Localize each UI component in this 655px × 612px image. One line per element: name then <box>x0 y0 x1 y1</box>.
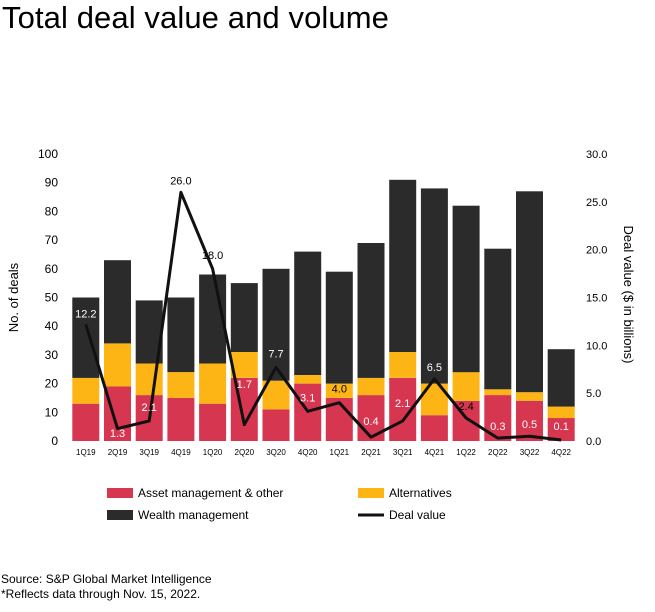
deal-value-label: 26.0 <box>170 175 191 187</box>
x-tick-label: 2Q22 <box>488 448 508 457</box>
bar-segment-asset-management-other <box>516 400 543 441</box>
y2-tick-label: 0.0 <box>586 436 601 448</box>
bar-segment-asset-management-other <box>167 397 195 441</box>
deal-value-label: 2.1 <box>395 398 410 410</box>
bar-segment-wealth-management <box>484 248 512 390</box>
bar-segment-wealth-management <box>262 268 290 381</box>
legend-swatch-alternatives <box>358 488 384 498</box>
x-tick-label: 4Q22 <box>551 448 571 457</box>
y-tick-label: 20 <box>45 377 59 391</box>
y-tick-label: 70 <box>45 233 59 247</box>
x-tick-label: 1Q20 <box>203 448 223 457</box>
bar-segment-alternatives <box>135 363 163 396</box>
bar-segment-alternatives <box>72 377 100 404</box>
bar-segment-alternatives <box>357 377 385 396</box>
bar-segment-asset-management-other <box>262 409 290 441</box>
deal-value-label: 7.7 <box>268 348 283 360</box>
deal-value-label: 0.3 <box>490 421 505 433</box>
bar-segment-alternatives <box>104 343 131 387</box>
bar-segment-wealth-management <box>325 271 353 384</box>
data-note: *Reflects data through Nov. 15, 2022. <box>1 587 201 601</box>
bar-segment-alternatives <box>547 406 575 419</box>
y2-axis-title: Deal value ($ in billions) <box>621 225 636 363</box>
legend-label-wealth-management: Wealth management <box>138 508 249 522</box>
y-tick-label: 80 <box>45 204 59 218</box>
x-tick-label: 2Q19 <box>108 448 128 457</box>
bar-segment-asset-management-other <box>72 403 100 441</box>
y2-tick-label: 5.0 <box>586 388 601 400</box>
legend-swatch-wealth-management <box>107 510 133 520</box>
bar-segment-wealth-management <box>389 179 417 352</box>
y-tick-label: 30 <box>45 348 59 362</box>
x-tick-label: 4Q20 <box>298 448 318 457</box>
bar-segment-alternatives <box>199 363 227 404</box>
x-tick-label: 2Q20 <box>235 448 255 457</box>
deal-value-label: 2.4 <box>458 401 473 413</box>
y-tick-label: 40 <box>45 319 59 333</box>
bar-segment-wealth-management <box>357 243 385 378</box>
deal-value-label: 1.7 <box>237 379 252 391</box>
deal-value-label: 0.1 <box>554 421 569 433</box>
bar-segment-alternatives <box>516 392 543 401</box>
bar-segment-alternatives <box>294 375 322 384</box>
bar-segment-alternatives <box>484 389 512 395</box>
bar-segment-asset-management-other <box>199 403 227 441</box>
bar-segment-asset-management-other <box>420 415 448 441</box>
legend-label-asset-management-other: Asset management & other <box>138 486 283 500</box>
legend-swatch-asset-management-other <box>107 488 133 498</box>
x-tick-label: 4Q21 <box>425 448 445 457</box>
bar-segment-alternatives <box>389 352 417 378</box>
deal-value-label: 3.1 <box>300 392 315 404</box>
x-tick-label: 1Q21 <box>330 448 350 457</box>
y-tick-label: 50 <box>45 291 59 305</box>
x-tick-label: 1Q19 <box>76 448 96 457</box>
deal-value-line <box>84 190 562 442</box>
x-tick-label: 4Q19 <box>171 448 191 457</box>
deal-value-label: 1.3 <box>110 428 125 440</box>
bar-segment-alternatives <box>325 383 353 398</box>
deal-value-label: 0.4 <box>363 416 378 428</box>
bar-segment-alternatives <box>167 372 195 398</box>
bar-segment-alternatives <box>452 372 480 401</box>
bar-segment-wealth-management <box>547 349 575 407</box>
bar-segment-asset-management-other <box>547 418 575 441</box>
x-tick-label: 3Q21 <box>393 448 413 457</box>
deal-value-label: 4.0 <box>332 384 347 396</box>
x-tick-label: 2Q21 <box>361 448 381 457</box>
bar-segment-wealth-management <box>420 188 448 384</box>
source-note: Source: S&P Global Market Intelligence <box>1 572 212 586</box>
y2-tick-label: 30.0 <box>586 149 607 161</box>
deal-value-label: 0.5 <box>522 419 537 431</box>
bar-segment-wealth-management <box>294 251 322 375</box>
y-tick-label: 0 <box>51 434 58 448</box>
bar-segment-wealth-management <box>516 191 543 393</box>
y2-tick-label: 15.0 <box>586 293 607 305</box>
deal-value-label: 18.0 <box>202 250 223 262</box>
y2-tick-label: 25.0 <box>586 197 607 209</box>
x-tick-label: 3Q20 <box>266 448 286 457</box>
bar-segment-asset-management-other <box>484 395 512 441</box>
bar-segment-wealth-management <box>72 297 100 378</box>
x-tick-label: 3Q22 <box>520 448 540 457</box>
bar-segment-wealth-management <box>167 297 195 373</box>
y-tick-label: 90 <box>45 176 59 190</box>
y2-tick-label: 20.0 <box>586 245 607 257</box>
y-tick-label: 100 <box>38 147 58 161</box>
y-tick-label: 10 <box>45 405 59 419</box>
y-axis-title: No. of deals <box>6 262 21 332</box>
chart-title: Total deal value and volume <box>2 0 390 35</box>
legend-label-deal-value: Deal value <box>389 508 446 522</box>
y2-tick-label: 10.0 <box>586 340 607 352</box>
bar-segment-wealth-management <box>452 205 480 373</box>
y-tick-label: 60 <box>45 262 59 276</box>
deal-value-label: 6.5 <box>427 362 442 374</box>
x-tick-label: 1Q22 <box>456 448 476 457</box>
bar-segment-wealth-management <box>230 283 258 352</box>
deal-value-label: 2.1 <box>142 402 157 414</box>
x-tick-label: 3Q19 <box>139 448 159 457</box>
deal-value-label: 12.2 <box>75 308 96 320</box>
legend-label-alternatives: Alternatives <box>389 486 452 500</box>
bar-segment-wealth-management <box>104 260 131 344</box>
